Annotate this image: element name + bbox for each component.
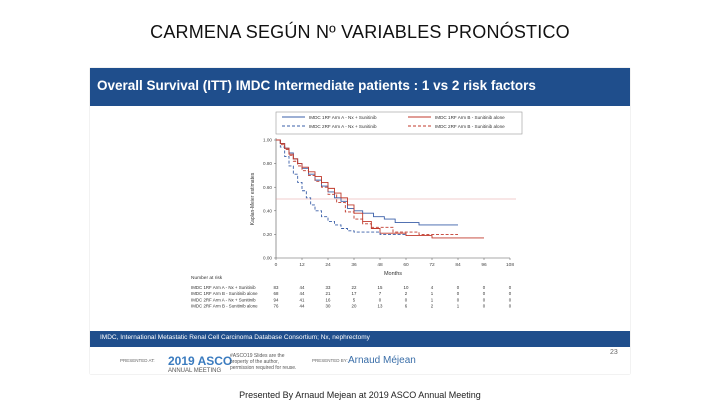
x-tick-label: 84 [455,262,461,268]
at-risk-count: 7 [379,291,382,296]
at-risk-count: 0 [509,304,512,309]
at-risk-count: 0 [379,297,382,302]
at-risk-count: 68 [274,291,279,296]
at-risk-row-label: IMDC 2RF Arm B - Sunitinib alone [191,304,258,309]
x-axis-label: Months [384,271,402,277]
at-risk-row-label: IMDC 1RF Arm A - Nx + Sunitinib [191,285,256,290]
at-risk-count: 0 [509,285,512,290]
at-risk-count: 1 [457,304,460,309]
slide-number: 23 [610,349,618,356]
y-tick-label: 0.20 [263,232,272,237]
number-at-risk-table: Number at risk IMDC 1RF Arm A - Nx + Suni… [191,275,512,309]
at-risk-count: 0 [483,304,486,309]
y-axis-label: Kaplan-Meier estimates [250,172,256,225]
at-risk-count: 20 [352,304,357,309]
x-tick-label: 24 [325,262,331,268]
y-tick-label: 0.80 [263,161,272,166]
at-risk-count: 0 [457,285,460,290]
legend-box [275,111,523,135]
x-tick-label: 60 [403,262,409,268]
x-tick-label: 0 [275,262,278,268]
chart-legend: IMDC 1RF Arm A - Nx + Sunitinib IMDC 1RF … [275,111,523,135]
presented-by-label: PRESENTED BY: [312,358,348,363]
at-risk-count: 5 [353,297,356,302]
km-curve-series-2 [276,139,484,239]
legend-entry: IMDC 1RF Arm B - Sunitinib alone [435,115,505,120]
presented-at-label: PRESENTED AT: [120,358,155,363]
at-risk-count: 1 [431,297,434,302]
asco-hashtag-text: #ASCO19 Slides are the property of the a… [230,353,297,371]
at-risk-count: 6 [405,304,408,309]
at-risk-count: 0 [483,291,486,296]
bottom-caption: Presented By Arnaud Mejean at 2019 ASCO … [239,390,481,400]
y-tick-label: 0.40 [263,208,272,213]
x-tick-label: 108 [506,262,514,268]
chart-axes: 0.00 0.20 0.40 0.60 0.80 1.00 0 12 24 36 48 60 72 84 9… [250,138,516,277]
at-risk-count: 83 [274,285,279,290]
asco-logo-subtitle: ANNUAL MEETING [168,368,222,374]
poster-header-title: Overall Survival (ITT) IMDC Intermediate… [97,78,536,93]
at-risk-count: 30 [326,304,331,309]
at-risk-count: 44 [300,304,305,309]
at-risk-count: 0 [509,297,512,302]
at-risk-count: 13 [378,304,383,309]
km-survival-chart: IMDC 1RF Arm A - Nx + Sunitinib IMDC 1RF … [191,111,523,309]
legend-entry: IMDC 2RF Arm B - Sunitinib alone [435,124,505,129]
at-risk-count: 16 [326,297,331,302]
y-tick-label: 1.00 [263,138,272,143]
x-tick-label: 36 [351,262,357,268]
asco-logo: 2019 ASCO ANNUAL MEETING [168,354,232,374]
x-tick-label: 72 [429,262,435,268]
chart-series [276,139,484,239]
at-risk-row-label: IMDC 1RF Arm B - Sunitinib alone [191,291,258,296]
poster-slide: Overall Survival (ITT) IMDC Intermediate… [90,68,630,374]
at-risk-count: 2 [405,291,408,296]
y-tick-label: 0.00 [263,256,272,261]
at-risk-count: 2 [431,304,434,309]
km-curve-series-4 [276,139,458,235]
abbreviations-bar: IMDC, International Metastatic Renal Cel… [90,331,630,347]
poster-footer: PRESENTED AT: 2019 ASCO ANNUAL MEETING #… [90,347,630,374]
asco-logo-text: 2019 ASCO [168,354,233,368]
at-risk-count: 0 [483,285,486,290]
legend-entry: IMDC 1RF Arm A - Nx + Sunitinib [309,115,377,120]
at-risk-count: 0 [405,297,408,302]
at-risk-count: 0 [509,291,512,296]
km-curve-series-1 [276,139,458,226]
at-risk-count: 41 [300,297,305,302]
poster-header: Overall Survival (ITT) IMDC Intermediate… [90,68,630,106]
at-risk-count: 10 [404,285,409,290]
at-risk-count: 4 [431,285,434,290]
at-risk-count: 0 [483,297,486,302]
at-risk-count: 0 [457,291,460,296]
at-risk-count: 15 [378,285,383,290]
at-risk-title: Number at risk [191,275,223,281]
presenter-name: Arnaud Méjean [348,355,416,366]
x-tick-label: 96 [481,262,487,268]
legend-entry: IMDC 2RF Arm A - Nx + Sunitinib [309,124,377,129]
at-risk-count: 1 [431,291,434,296]
slide-title: CARMENA SEGÚN Nº VARIABLES PRONÓSTICO [150,22,570,42]
abbreviations-text: IMDC, International Metastatic Renal Cel… [100,334,370,341]
at-risk-count: 76 [274,304,279,309]
y-tick-label: 0.60 [263,185,272,190]
at-risk-count: 44 [300,285,305,290]
km-curve-series-3 [276,139,406,235]
at-risk-count: 44 [300,291,305,296]
at-risk-count: 21 [326,291,331,296]
x-tick-label: 12 [299,262,305,268]
at-risk-count: 33 [326,285,331,290]
at-risk-count: 17 [352,291,357,296]
at-risk-row-label: IMDC 2RF Arm A - Nx + Sunitinib [191,297,256,302]
at-risk-count: 94 [274,297,279,302]
at-risk-count: 22 [352,285,357,290]
at-risk-count: 0 [457,297,460,302]
x-tick-label: 48 [377,262,383,268]
